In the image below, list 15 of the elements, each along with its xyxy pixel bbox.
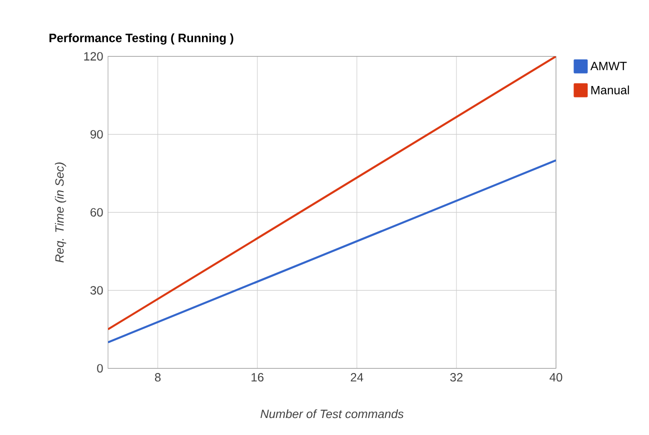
y-tick-label: 120 xyxy=(84,52,103,61)
x-tick-label: 24 xyxy=(350,373,364,382)
chart-title: Performance Testing ( Running ) xyxy=(50,33,234,45)
y-tick-label: 0 xyxy=(97,364,103,373)
y-tick-label: 90 xyxy=(90,130,103,139)
x-axis-title: Number of Test commands xyxy=(260,409,404,418)
y-axis-title: Req. Time (in Sec) xyxy=(54,162,66,262)
legend-label: AMWT xyxy=(590,62,627,70)
x-tick-label: 16 xyxy=(252,373,264,382)
x-tick-label: 32 xyxy=(450,373,463,382)
x-tick-label: 40 xyxy=(550,373,562,382)
y-tick-label: 60 xyxy=(90,208,103,217)
legend-label: Manual xyxy=(591,86,629,94)
y-tick-label: 30 xyxy=(90,286,103,295)
x-tick-label: 8 xyxy=(154,373,161,382)
